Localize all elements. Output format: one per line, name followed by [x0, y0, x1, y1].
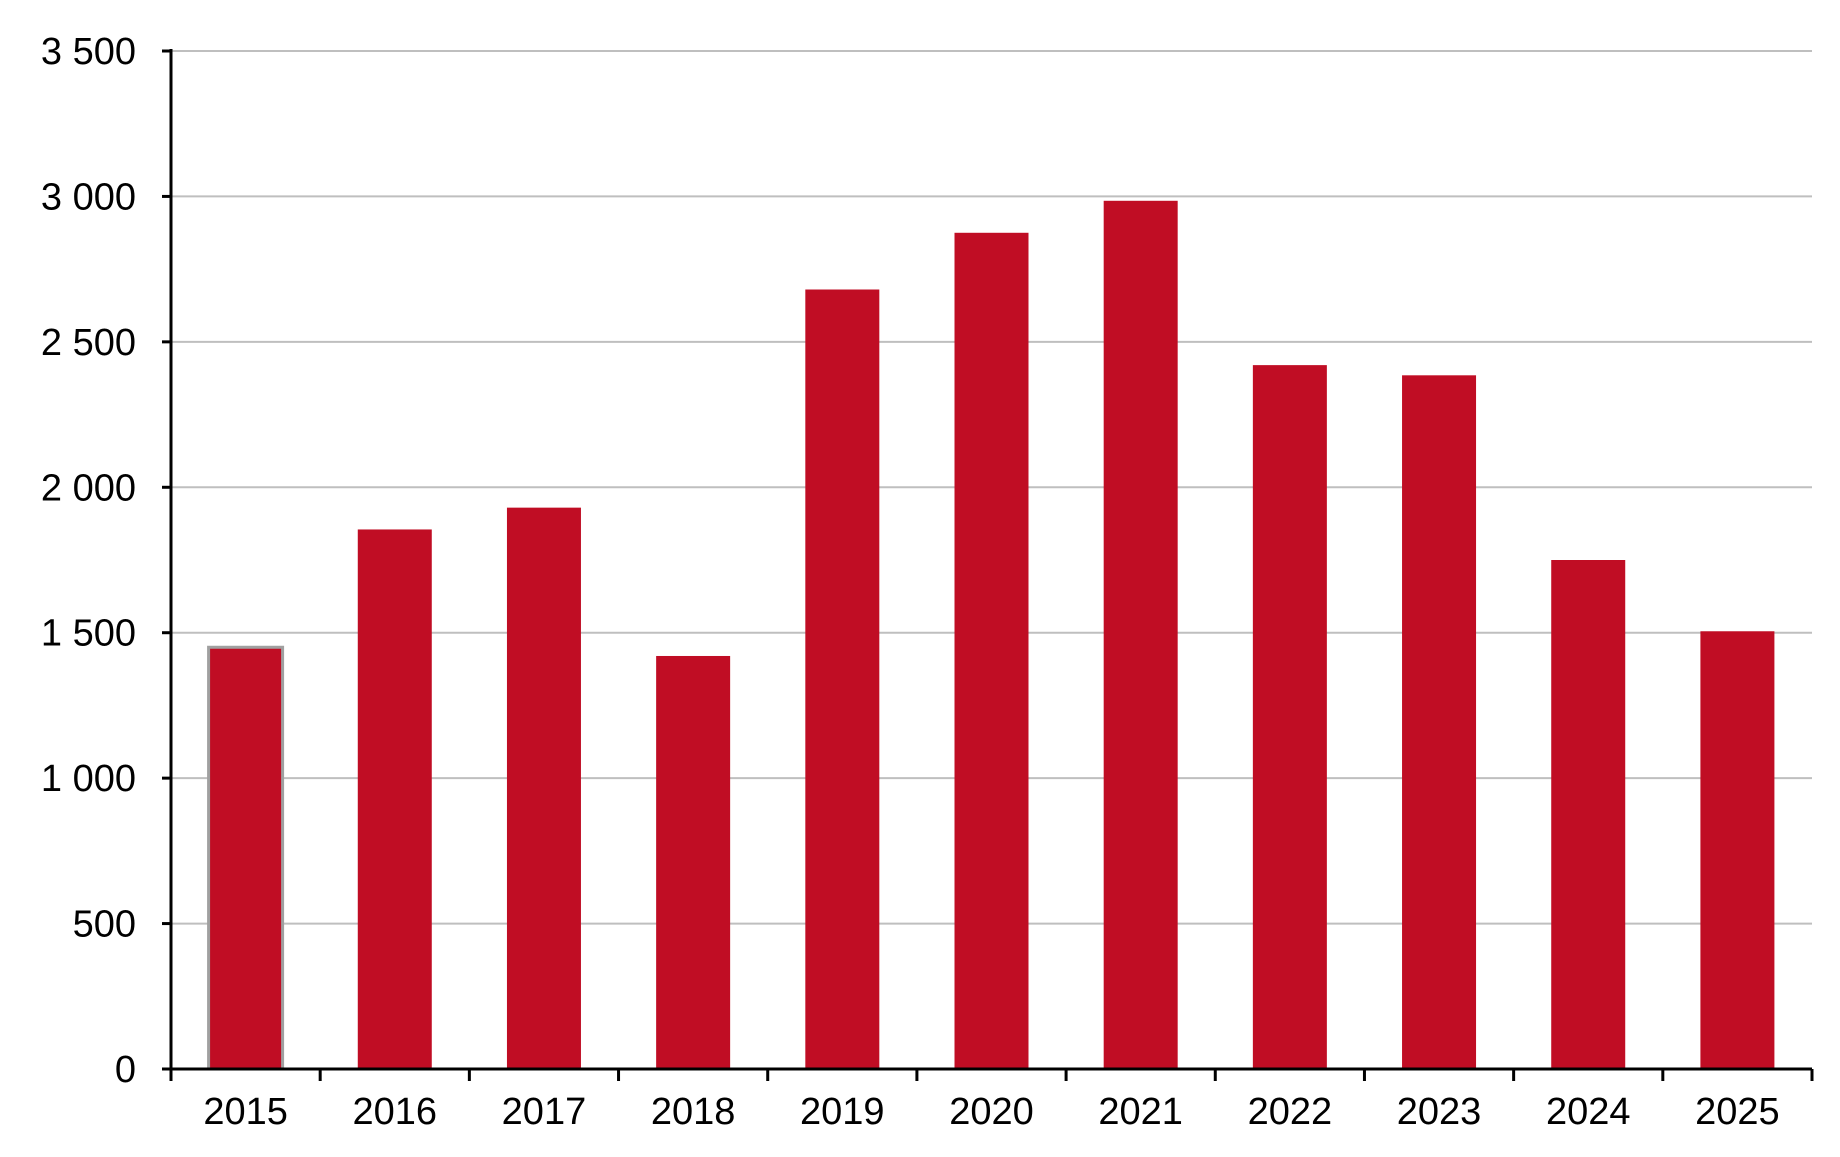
x-tick-label: 2022 [1248, 1091, 1333, 1133]
bar-2016 [357, 529, 432, 1069]
bar-2015 [207, 645, 285, 1071]
bar-2020 [954, 232, 1029, 1070]
x-axis-ticks: 2015 2016 2017 2018 2019 2020 2021 2022 2023 2024… [169, 1069, 1814, 1133]
y-tick-label: 1 500 [41, 613, 136, 655]
bars [207, 200, 1775, 1071]
y-tick-label: 500 [73, 904, 136, 946]
x-tick-label: 2019 [800, 1091, 885, 1133]
y-tick-label: 2 000 [41, 467, 136, 509]
x-tick-label: 2021 [1098, 1091, 1183, 1133]
bar-2022 [1252, 365, 1327, 1069]
bar-2025 [1700, 631, 1775, 1069]
bar-2019 [805, 289, 880, 1069]
x-tick-label: 2023 [1397, 1091, 1482, 1133]
y-tick-label: 3 500 [41, 31, 136, 73]
y-tick-label: 0 [115, 1049, 136, 1091]
bar-2017 [506, 507, 581, 1069]
x-tick-label: 2015 [203, 1091, 288, 1133]
axes [169, 49, 1812, 1071]
y-tick-label: 3 000 [41, 176, 136, 218]
y-tick-label: 2 500 [41, 322, 136, 364]
x-tick-label: 2016 [352, 1091, 437, 1133]
x-tick-label: 2017 [502, 1091, 587, 1133]
x-tick-label: 2020 [949, 1091, 1034, 1133]
x-tick-label: 2025 [1695, 1091, 1780, 1133]
bar-2018 [656, 655, 731, 1069]
bar-2021 [1103, 200, 1178, 1069]
x-tick-label: 2024 [1546, 1091, 1631, 1133]
y-tick-label: 1 000 [41, 758, 136, 800]
bar-2023 [1402, 375, 1477, 1069]
bar-2024 [1551, 560, 1626, 1069]
y-axis-ticks: 0 500 1 000 1 500 2 000 2 500 3 000 3 500 [41, 31, 171, 1091]
x-tick-label: 2018 [651, 1091, 736, 1133]
